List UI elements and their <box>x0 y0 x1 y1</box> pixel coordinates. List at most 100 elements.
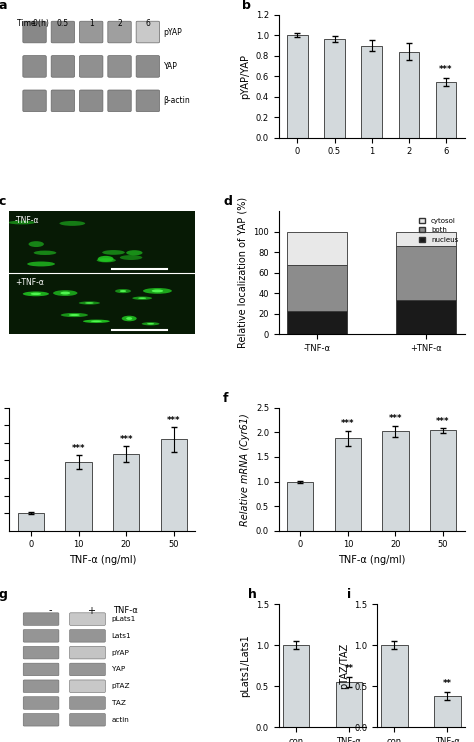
Text: pLats1: pLats1 <box>112 616 136 622</box>
Ellipse shape <box>126 317 132 320</box>
Text: ***: *** <box>119 435 133 444</box>
Ellipse shape <box>138 298 146 299</box>
Text: Time (h): Time (h) <box>17 19 49 27</box>
Ellipse shape <box>120 290 126 292</box>
Bar <box>287 36 308 138</box>
Ellipse shape <box>61 313 88 317</box>
Ellipse shape <box>91 321 102 322</box>
Ellipse shape <box>31 292 41 295</box>
Ellipse shape <box>132 297 152 300</box>
Ellipse shape <box>98 256 114 262</box>
Y-axis label: pYAP/YAP: pYAP/YAP <box>240 53 250 99</box>
Text: -TNF-α: -TNF-α <box>15 216 39 226</box>
Bar <box>161 439 187 531</box>
FancyBboxPatch shape <box>23 22 46 43</box>
Text: i: i <box>346 588 351 601</box>
Text: d: d <box>223 195 232 209</box>
Text: pYAP: pYAP <box>164 27 182 36</box>
Bar <box>287 311 347 334</box>
Text: ***: *** <box>72 444 85 453</box>
Bar <box>335 439 361 531</box>
Text: ***: *** <box>439 65 453 74</box>
Text: 6: 6 <box>146 19 150 27</box>
Bar <box>362 45 382 138</box>
Text: Lats1: Lats1 <box>112 633 131 639</box>
Bar <box>113 454 139 531</box>
FancyBboxPatch shape <box>23 697 59 709</box>
Ellipse shape <box>85 302 94 303</box>
X-axis label: TNF-α (ng/ml): TNF-α (ng/ml) <box>338 555 405 565</box>
FancyBboxPatch shape <box>108 90 131 111</box>
FancyBboxPatch shape <box>70 714 105 726</box>
Text: ***: *** <box>167 416 181 424</box>
FancyBboxPatch shape <box>70 630 105 642</box>
FancyBboxPatch shape <box>51 22 74 43</box>
Y-axis label: Relative localization of YAP (%): Relative localization of YAP (%) <box>238 197 248 348</box>
FancyBboxPatch shape <box>136 56 160 77</box>
Legend: cytosol, both, nucleus: cytosol, both, nucleus <box>416 215 461 246</box>
FancyBboxPatch shape <box>80 22 103 43</box>
FancyBboxPatch shape <box>23 613 59 626</box>
Text: g: g <box>0 588 7 601</box>
Bar <box>18 513 44 531</box>
FancyBboxPatch shape <box>23 680 59 692</box>
Text: actin: actin <box>112 717 129 723</box>
Ellipse shape <box>152 289 163 292</box>
Ellipse shape <box>97 258 116 263</box>
Text: TAZ: TAZ <box>112 700 126 706</box>
Text: c: c <box>0 195 6 209</box>
Ellipse shape <box>60 292 70 295</box>
FancyBboxPatch shape <box>136 22 160 43</box>
Text: -: - <box>49 605 52 616</box>
Text: 1: 1 <box>89 19 93 27</box>
FancyBboxPatch shape <box>51 90 74 111</box>
Ellipse shape <box>79 301 100 304</box>
Ellipse shape <box>83 320 110 323</box>
FancyBboxPatch shape <box>70 613 105 626</box>
FancyBboxPatch shape <box>23 714 59 726</box>
Bar <box>396 301 456 334</box>
Text: ***: *** <box>389 414 402 423</box>
Ellipse shape <box>122 315 137 321</box>
Ellipse shape <box>115 289 131 293</box>
Ellipse shape <box>34 251 56 255</box>
FancyBboxPatch shape <box>23 630 59 642</box>
Ellipse shape <box>27 261 55 266</box>
Ellipse shape <box>53 290 77 296</box>
FancyBboxPatch shape <box>70 680 105 692</box>
Text: ***: *** <box>436 416 450 425</box>
Y-axis label: pTAZ/TAZ: pTAZ/TAZ <box>339 643 349 689</box>
Text: pTAZ: pTAZ <box>112 683 130 689</box>
Text: a: a <box>0 0 7 12</box>
Text: +TNF-α: +TNF-α <box>15 278 44 286</box>
Text: b: b <box>242 0 251 12</box>
Bar <box>287 232 347 265</box>
Ellipse shape <box>8 220 36 224</box>
Ellipse shape <box>59 221 85 226</box>
Text: TNF-α: TNF-α <box>113 605 138 614</box>
Text: h: h <box>248 588 257 601</box>
Text: 0.5: 0.5 <box>57 19 69 27</box>
Ellipse shape <box>120 255 142 260</box>
Bar <box>9 211 195 273</box>
FancyBboxPatch shape <box>136 90 160 111</box>
Ellipse shape <box>102 250 125 255</box>
Bar <box>396 232 456 246</box>
FancyBboxPatch shape <box>108 22 131 43</box>
X-axis label: TNF-α (ng/ml): TNF-α (ng/ml) <box>69 555 136 565</box>
FancyBboxPatch shape <box>23 646 59 659</box>
Text: YAP: YAP <box>164 62 177 71</box>
Bar <box>399 52 419 138</box>
Text: 2: 2 <box>117 19 122 27</box>
Ellipse shape <box>143 288 172 294</box>
Bar <box>430 430 456 531</box>
Text: f: f <box>223 392 228 404</box>
Ellipse shape <box>126 250 143 255</box>
Bar <box>283 646 309 727</box>
Bar <box>324 39 345 138</box>
Bar <box>65 462 91 531</box>
Ellipse shape <box>142 322 159 326</box>
Text: ***: *** <box>341 419 355 428</box>
Text: pYAP: pYAP <box>112 650 129 656</box>
Bar <box>434 696 461 727</box>
